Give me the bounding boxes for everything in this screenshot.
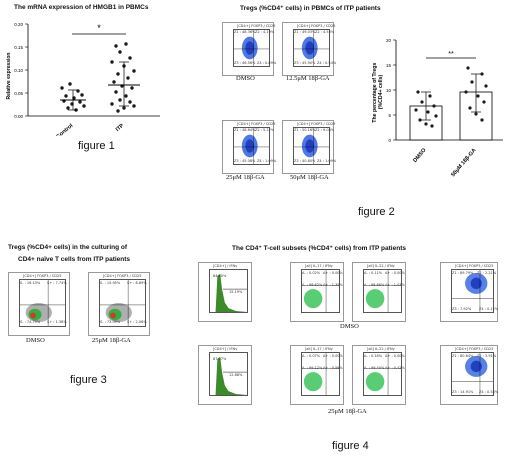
svg-text:50μM 18β-GA: 50μM 18β-GA bbox=[450, 147, 477, 178]
fig3-title-line1: Tregs (%CD4+ cells) in the culturing of bbox=[8, 244, 128, 251]
fig4-hist-ga: [CD4+] / IFNγ 87.07% 12.68% bbox=[198, 345, 252, 405]
svg-text:0: 0 bbox=[388, 138, 391, 143]
fig3-title-line2: CD4+ naïve T cells from ITP patients bbox=[18, 256, 131, 263]
fig4-hist-dmso: [CD4+] / IFNγ 84.80% 15.19% bbox=[198, 262, 252, 322]
svg-text:ITP: ITP bbox=[115, 123, 126, 133]
fig2-title: Tregs (%CD4⁺ cells) in PBMCs of ITP pati… bbox=[240, 5, 381, 12]
fig3-flow-panel-2: [CD4+] FOXP3 / CD25 S- : 15.95% S+ : 8.8… bbox=[88, 272, 150, 336]
fig4-il17-ga: [all] IL-17 / IFNγ A- : 0.07% A+ : 0.00%… bbox=[290, 345, 344, 405]
fig3-cond-1: DMSO bbox=[26, 337, 45, 344]
fig4-il17-dmso: [all] IL-17 / IFNγ A- : 0.02% A+ : 0.00%… bbox=[290, 262, 344, 322]
svg-text:20: 20 bbox=[386, 38, 392, 43]
fig1-scatter-plot: Relative expression 0.00 0.05 0.10 0.15 … bbox=[6, 22, 160, 136]
fig4-treg-dmso: [CD4+] FOXP3 / CD25 Z1 : 89.79% Z2 : 2.2… bbox=[440, 262, 498, 322]
fig1-caption: figure 1 bbox=[78, 140, 115, 152]
fig1-star: * bbox=[97, 23, 101, 33]
fig2-flow-panel-2: [CD4+] FOXP3 / CD25 Z1 : 49.03% Z2 : 4.5… bbox=[282, 22, 336, 76]
fig4-treg-ga: [CD4+] FOXP3 / CD25 Z1 : 80.64% Z2 : 3.9… bbox=[440, 345, 498, 405]
svg-text:The percentage of Tregs (%: The percentage of Tregs (%CD4+ cells) bbox=[372, 61, 384, 122]
svg-text:5: 5 bbox=[388, 113, 391, 118]
svg-text:0.05: 0.05 bbox=[14, 91, 23, 96]
fig1-title: The mRNA expression of HMGB1 in PBMCs bbox=[14, 4, 149, 11]
svg-text:0.00: 0.00 bbox=[14, 114, 23, 119]
fig1-ylabel: Relative expression bbox=[6, 53, 12, 100]
fig4-il22-dmso: [all] IL-22 / IFNγ A- : 0.11% A+ : 0.00%… bbox=[352, 262, 406, 322]
fig4-cond-ga: 25μM 18β-GA bbox=[328, 408, 367, 415]
svg-text:10: 10 bbox=[386, 88, 392, 93]
svg-text:Control: Control bbox=[55, 123, 74, 136]
fig2-cond-2: 12.5μM 18β-GA bbox=[286, 75, 330, 82]
fig2-bar-ylabel-part: The percentage of Tregs bbox=[372, 63, 378, 123]
fig2-cond-4: 50μM 18β-GA bbox=[290, 174, 329, 181]
svg-text:0.20: 0.20 bbox=[14, 22, 23, 27]
fig2-flow-panel-3: [CD4+] FOXP3 / CD25 Z1 : 48.64% Z2 : 5.2… bbox=[222, 120, 276, 174]
fig2-caption: figure 2 bbox=[358, 206, 395, 218]
fig4-title: The CD4⁺ T-cell subsets (%CD4⁺ cells) fr… bbox=[232, 245, 406, 252]
fig2-flow-panel-1: [CD4+] FOXP3 / CD25 Z1 : 48.36% Z2 : 4.1… bbox=[222, 22, 276, 76]
svg-text:0.10: 0.10 bbox=[14, 68, 23, 73]
fig4-il22-ga: [all] IL-22 / IFNγ A- : 0.18% A+ : 0.00%… bbox=[352, 345, 406, 405]
fig2-cond-1: DMSO bbox=[236, 75, 255, 82]
fig2-cond-3: 25μM 18β-GA bbox=[226, 174, 265, 181]
svg-text:15: 15 bbox=[386, 63, 392, 68]
fig2-star: ** bbox=[448, 51, 454, 58]
fig3-caption: figure 3 bbox=[70, 374, 107, 386]
fig3-cond-2: 25μM 18β-GA bbox=[92, 337, 131, 344]
fig2-flow-panel-4: [CD4+] FOXP3 / CD25 Z1 : 50.16% Z2 : 9.0… bbox=[282, 120, 336, 174]
fig4-caption: figure 4 bbox=[332, 440, 369, 452]
svg-text:0.15: 0.15 bbox=[14, 45, 23, 50]
svg-text:DMSO: DMSO bbox=[412, 147, 428, 164]
fig2-bar-chart: The percentage of Tregs (%CD4+ cells) 0 … bbox=[372, 38, 503, 178]
fig3-flow-panel-1: [CD4+] FOXP3 / CD25 S- : 16.13% S+ : 7.7… bbox=[8, 272, 70, 336]
fig4-cond-dmso: DMSO bbox=[340, 323, 359, 330]
